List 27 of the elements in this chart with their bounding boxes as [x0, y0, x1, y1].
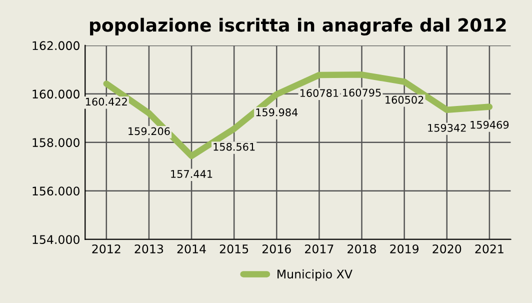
- data-label: 159.206: [128, 127, 170, 136]
- x-tick-label: 2014: [177, 244, 206, 254]
- x-tick-label: 2021: [475, 244, 504, 254]
- data-label: 159469: [470, 120, 509, 129]
- chart-title: popolazione iscritta in anagrafe dal 2012: [90, 18, 506, 36]
- y-tick-label: 156.000: [32, 186, 80, 196]
- data-label: 160502: [386, 96, 424, 104]
- x-tick-label: 2016: [262, 244, 291, 254]
- x-tick-label: 2019: [390, 244, 419, 254]
- x-tick-label: 2012: [92, 244, 120, 254]
- data-label: 160795: [343, 88, 381, 97]
- legend-label: Municipio XV: [278, 269, 352, 281]
- y-tick-label: 154.000: [32, 235, 80, 244]
- data-label: 160781: [300, 89, 338, 97]
- y-tick-label: 162.000: [32, 41, 80, 50]
- x-tick-label: 2013: [134, 244, 164, 254]
- y-tick-label: 160.000: [32, 90, 80, 99]
- y-tick-label: 158.000: [32, 138, 80, 148]
- data-label: 157.441: [171, 170, 212, 178]
- x-tick-label: 2017: [305, 244, 334, 254]
- x-tick-label: 2018: [348, 244, 376, 254]
- data-label: 158.561: [214, 142, 255, 151]
- data-label: 160.422: [86, 98, 127, 106]
- data-label: 159.984: [256, 108, 298, 116]
- x-tick-label: 2015: [220, 244, 248, 254]
- data-label: 159342: [428, 124, 466, 132]
- x-tick-label: 2020: [432, 244, 462, 254]
